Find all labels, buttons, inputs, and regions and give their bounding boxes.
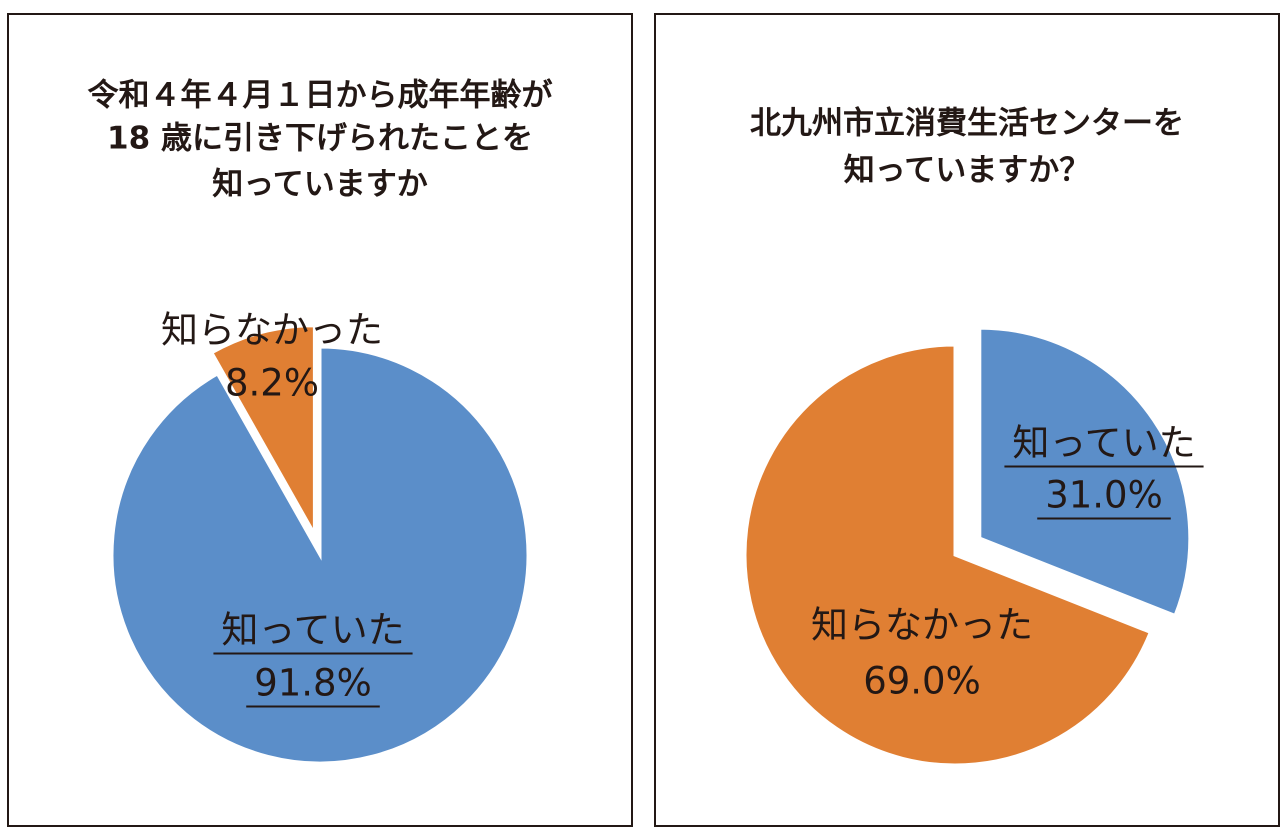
slice-value-label: 31.0%: [1045, 474, 1163, 517]
chart-title: 北九州市立消費生活センターを: [750, 106, 1184, 142]
panel-frame: [7, 13, 633, 827]
pie-slice: [978, 326, 1192, 618]
slice-label: 知らなかった: [811, 604, 1033, 647]
slice-value-label: 69.0%: [863, 660, 981, 703]
chart-title: 令和４年４月１日から成年年齢が: [88, 78, 553, 114]
slice-value-label: 91.8%: [254, 662, 372, 705]
chart-title: 知っていますか？: [844, 153, 1090, 189]
pie-slice: [209, 324, 316, 540]
slice-label: 知らなかった: [161, 309, 383, 352]
pie-slice: [110, 345, 530, 765]
slice-label: 知っていた: [1012, 422, 1195, 465]
panel-frame: [654, 13, 1280, 827]
pie-slice: [743, 343, 1153, 767]
slice-label: 知っていた: [221, 609, 404, 652]
chart-title: 18 歳に引き下げられたことを: [107, 121, 533, 157]
slice-value-label: 8.2%: [225, 362, 319, 405]
chart-title: 知っていますか: [212, 167, 427, 203]
